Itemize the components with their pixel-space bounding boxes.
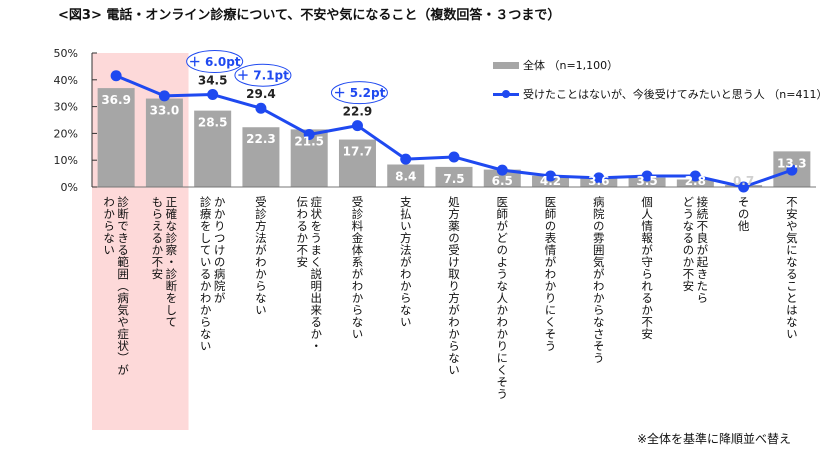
y-tick-label: 50% [54, 47, 78, 60]
diff-callout: ＋ 5.2pt [330, 81, 388, 105]
category-label: 正確な診察・診断をして もらえるか不安 [150, 196, 179, 328]
category-label: その他 [736, 196, 751, 232]
bar-value-label: 7.5 [443, 172, 464, 186]
diff-text: ＋ 6.0pt [189, 55, 241, 69]
diff-callout: ＋ 7.1pt [234, 63, 292, 87]
bar-value-label: 13.3 [777, 156, 807, 170]
line-point [400, 153, 412, 165]
bar-value-label: 33.0 [150, 104, 180, 118]
legend-item-prospective: 受けたことはないが、今後受けてみたいと思う人 （n=411） [493, 86, 827, 102]
y-axis: 0% 10% 20% 30% 40% 50% [54, 47, 816, 194]
legend-bar-swatch [493, 61, 519, 69]
line-point [738, 181, 750, 193]
line-value-label: 29.4 [246, 87, 276, 101]
category-label: 医師がどのような人かわかりにくそう [495, 196, 510, 400]
category-label: かかりつけの病院が 診療をしているかわからない [198, 196, 227, 352]
legend-label-prospective: 受けたことはないが、今後受けてみたいと思う人 （n=411） [523, 88, 828, 101]
line-point [545, 170, 557, 182]
line-point [786, 164, 798, 176]
line-point [593, 172, 605, 184]
bar-value-label: 3.5 [636, 174, 657, 188]
bar [194, 110, 232, 187]
category-label: 受診方法がわからない [253, 196, 268, 316]
bar-value-label: 36.9 [101, 93, 131, 107]
category-label: 不安や気になることはない [784, 196, 799, 340]
category-label: 個人情報が守られるか不安 [640, 196, 655, 340]
category-label: 支払い方法がわからない [398, 196, 413, 328]
line-point [255, 102, 267, 114]
line-point [303, 128, 315, 140]
line-point [496, 164, 508, 176]
line-series [110, 70, 798, 193]
chart-title: <図3> 電話・オンライン診療について、不安や気になること（複数回答・３つまで） [58, 8, 561, 23]
category-label: 診断できる範囲（病気や症状）が わからない [102, 196, 131, 376]
bar-value-label: 17.7 [343, 145, 373, 159]
line-point [158, 90, 170, 102]
category-label: 受診料金体系がわからない [350, 196, 365, 340]
bar-value-label: 8.4 [395, 169, 416, 183]
line-point [110, 70, 122, 82]
category-label: 接続不良が起きたら どうなるのか不安 [681, 196, 710, 304]
y-tick-label: 30% [54, 101, 78, 114]
legend-label-overall: 全体 （n=1,100） [523, 59, 619, 72]
y-tick-label: 40% [54, 74, 78, 87]
line-value-label: 34.5 [198, 74, 228, 88]
y-tick-label: 20% [54, 127, 78, 140]
bar [242, 127, 280, 187]
legend-item-overall: 全体 （n=1,100） [493, 57, 618, 73]
bar-value-label: 21.5 [294, 134, 324, 148]
diff-ellipse [234, 63, 292, 87]
data-labels: 36.9 33.0 28.5 22.3 21.5 17.7 8.4 7.5 6.5 4.2 3.6 3… [101, 74, 806, 188]
category-label: 医師の表情がわかりにくそう [543, 196, 558, 352]
bar [676, 179, 714, 187]
bar [483, 169, 521, 187]
line-point [351, 120, 363, 132]
annotations: ＋ 6.0pt＋ 7.1pt ＋ 5.2pt [186, 50, 388, 105]
line-point [207, 89, 219, 101]
line-point [689, 170, 701, 182]
category-label: 病院の雰囲気がわからなさそう [591, 196, 606, 364]
category-label: 症状をうまく説明出来るか・ 伝わるか不安 [295, 196, 324, 352]
bar [97, 88, 135, 187]
footnote: ※全体を基準に降順並べ替え [637, 432, 792, 446]
bar [338, 139, 376, 187]
legend-line-swatch [493, 89, 519, 98]
bar-value-label: 22.3 [246, 132, 276, 146]
bar-value-label: 6.5 [492, 174, 513, 188]
diff-text: ＋ 7.1pt [237, 69, 289, 83]
y-tick-label: 0% [61, 181, 78, 194]
bar [145, 98, 183, 187]
diff-ellipse [330, 81, 388, 105]
line-point [448, 151, 460, 163]
diff-ellipse [186, 50, 244, 74]
bar-value-label: 0.7 [733, 174, 754, 188]
bar-value-label: 4.2 [540, 174, 561, 188]
diff-text: ＋ 5.2pt [334, 86, 386, 100]
bar-value-label: 3.6 [588, 174, 609, 188]
bar [387, 164, 425, 187]
category-label: 処方薬の受け取り方がわからない [447, 196, 461, 376]
bar-value-label: 2.8 [685, 174, 706, 188]
bar [628, 177, 666, 187]
bar-value-label: 28.5 [198, 116, 228, 130]
bar [435, 166, 473, 187]
diff-callout: ＋ 6.0pt [186, 50, 244, 74]
y-tick-label: 10% [54, 154, 78, 167]
line-point [641, 170, 653, 182]
line-value-label: 22.9 [343, 105, 373, 119]
